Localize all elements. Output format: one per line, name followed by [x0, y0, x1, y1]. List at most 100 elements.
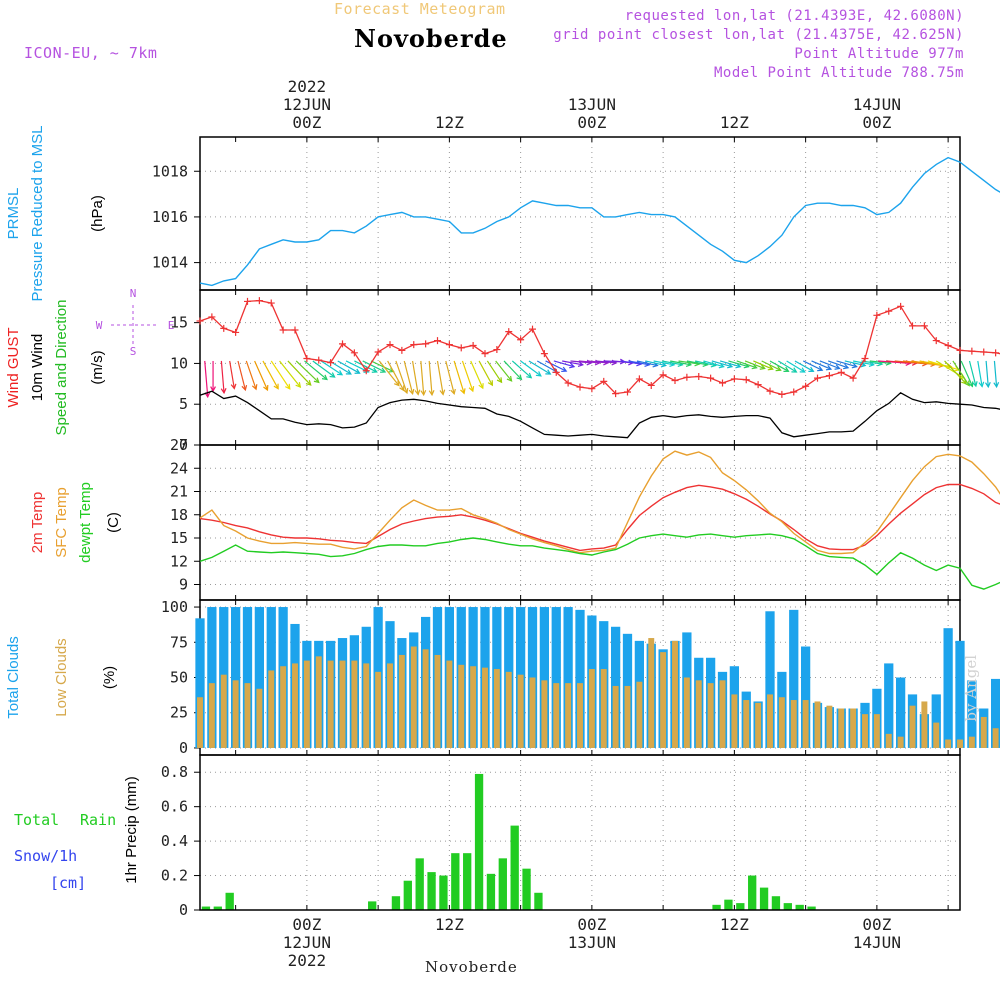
cloud-bar	[577, 683, 583, 748]
gust-marker	[778, 390, 786, 398]
gust-marker	[932, 337, 940, 345]
cloud-bar	[990, 678, 1000, 748]
cloud-bar	[719, 680, 726, 748]
wind-arrow-head	[735, 362, 742, 369]
y-tick-label: 5	[179, 395, 188, 413]
cloud-bar	[980, 716, 987, 748]
y-tick-label: 100	[161, 598, 188, 616]
cloud-bar	[563, 607, 573, 748]
wind-arrow-shaft	[744, 360, 765, 370]
time-label-top: 12Z	[720, 113, 749, 132]
gust-marker	[612, 390, 620, 398]
cloud-bar	[838, 708, 845, 748]
wind-arrow-head	[251, 384, 258, 391]
wind-arrow-shaft	[711, 360, 733, 368]
wind-arrow-shaft	[378, 360, 400, 386]
rain-bar	[427, 872, 436, 910]
wind-arrow-shaft	[993, 360, 998, 387]
cloud-bar	[422, 649, 429, 748]
cloud-bar	[992, 728, 999, 748]
time-label-top: 00Z	[292, 113, 321, 132]
wind-arrow-shaft	[985, 360, 989, 387]
wind-arrow-head	[450, 388, 456, 396]
wind-arrow-head	[972, 381, 978, 388]
wind-arrow-head	[439, 389, 446, 396]
cloud-bar	[207, 607, 217, 748]
wind-arrow-shaft	[977, 360, 983, 387]
cloud-bar	[208, 683, 215, 748]
wind-arrow-shaft	[461, 360, 474, 392]
gust-marker	[624, 388, 631, 396]
cloud-bar	[967, 680, 977, 748]
y-tick-label: 75	[170, 633, 188, 651]
cloud-bar	[434, 654, 441, 748]
gust-marker	[445, 341, 453, 349]
wind-arrow-shaft	[387, 360, 405, 391]
wind-arrow-shaft	[453, 360, 465, 394]
gust-marker	[730, 375, 738, 383]
precip-axis-label: 1hr Precip (mm)	[123, 776, 140, 884]
meteogram-title: Forecast Meteogram	[334, 0, 506, 18]
cloud-bar	[575, 609, 585, 748]
gust-marker	[909, 322, 916, 330]
cloud-bar	[850, 708, 857, 748]
rain-bar	[736, 903, 745, 910]
cloud-bar	[588, 669, 595, 748]
y-tick-label: 0.4	[161, 832, 188, 850]
gust-marker	[434, 337, 441, 345]
wind-arrow	[287, 360, 312, 386]
wind-arrow-shaft	[811, 360, 832, 370]
gust-marker	[339, 340, 346, 348]
wind-arrow-head	[506, 375, 513, 382]
cloud-bar	[458, 664, 465, 748]
wind-arrow	[744, 360, 766, 370]
y-tick-label: 9	[179, 576, 188, 594]
y-tick-label: 50	[170, 669, 188, 687]
wind-arrow-shaft	[270, 360, 291, 390]
cloud-bar	[292, 663, 298, 748]
gust-marker	[671, 377, 679, 385]
wind-arrow-head	[561, 366, 568, 373]
wind-arrow-head	[964, 380, 970, 387]
wind-arrow-head	[487, 380, 493, 387]
panel-label: SFC Temp	[53, 487, 70, 558]
wind-arrow	[337, 360, 361, 374]
wind-arrow-head	[345, 369, 352, 375]
panel-label: dewpt Temp	[77, 482, 94, 563]
gust-marker	[742, 376, 750, 384]
cloud-bar	[303, 660, 310, 748]
rain-bar	[415, 858, 424, 910]
wind-arrow	[819, 360, 841, 370]
wind-arrow-head	[817, 365, 824, 372]
wind-arrow	[620, 360, 643, 367]
wind-arrow	[511, 360, 533, 379]
gust-marker	[374, 348, 382, 356]
rain-bar	[712, 904, 721, 910]
wind-arrow	[245, 360, 258, 391]
panel-frame-precip	[199, 754, 961, 911]
cloud-bar	[862, 714, 868, 748]
total-rain-bars	[201, 773, 816, 910]
cloud-bar	[351, 660, 358, 748]
wind-arrow-shaft	[628, 360, 650, 366]
wind-arrow	[445, 360, 456, 396]
wind-arrow	[985, 360, 991, 389]
cloud-bar	[826, 705, 833, 748]
sfc-temp-line	[199, 450, 1000, 555]
gust-marker	[980, 348, 988, 356]
time-label-bottom: 13JUN	[568, 933, 616, 952]
time-label-bottom: 00Z	[577, 915, 606, 934]
wind-arrow-head	[230, 383, 237, 390]
rain-bar	[463, 853, 472, 910]
compass-label: W	[96, 319, 103, 332]
wind-arrow-head	[414, 389, 421, 396]
wind-arrow-head	[420, 390, 427, 397]
gust-marker	[529, 325, 536, 333]
wind-arrow-head	[985, 382, 991, 389]
rain-bar	[534, 892, 543, 910]
cloud-bar	[731, 694, 738, 748]
wind-arrow-head	[577, 361, 585, 367]
cloud-bar	[672, 640, 678, 748]
wind10m-line	[199, 390, 1000, 439]
